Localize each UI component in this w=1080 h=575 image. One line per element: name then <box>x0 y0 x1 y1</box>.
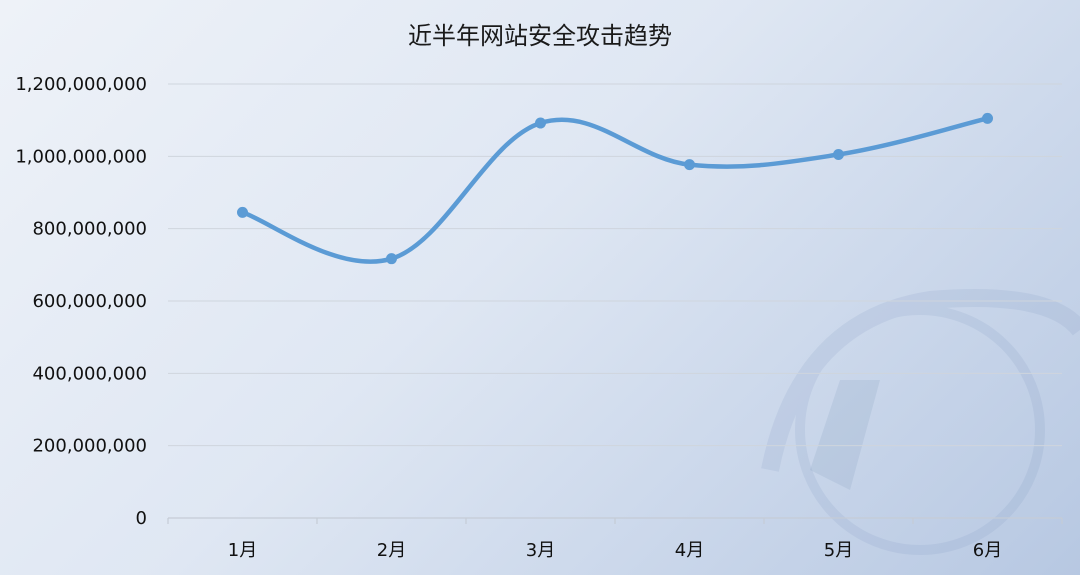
y-tick-label: 0 <box>136 508 147 529</box>
y-tick-label: 400,000,000 <box>32 363 147 384</box>
y-axis-tick-labels: 0 200,000,000 400,000,000 600,000,000 800,00… <box>15 74 147 529</box>
y-tick-label: 1,200,000,000 <box>15 74 147 95</box>
y-tick-label: 200,000,000 <box>32 436 147 457</box>
x-tick-label: 6月 <box>973 540 1002 561</box>
chart-title: 近半年网站安全攻击趋势 <box>408 22 672 50</box>
y-tick-label: 600,000,000 <box>32 291 147 312</box>
x-tick-label: 4月 <box>675 540 704 561</box>
data-point <box>684 159 695 171</box>
y-tick-label: 1,000,000,000 <box>15 146 147 167</box>
data-point <box>833 149 844 161</box>
x-tick-label: 5月 <box>824 540 853 561</box>
x-tick-label: 3月 <box>526 540 555 561</box>
x-tick-label: 1月 <box>228 540 257 561</box>
gridlines <box>167 83 1063 524</box>
data-point <box>386 253 397 265</box>
data-point <box>982 112 993 124</box>
data-point <box>535 117 546 129</box>
x-tick-label: 2月 <box>377 540 406 561</box>
y-tick-label: 800,000,000 <box>32 219 147 240</box>
series-attack-count <box>237 112 993 265</box>
x-axis-tick-labels: 1月 2月 3月 4月 5月 6月 <box>228 540 1002 561</box>
data-point <box>237 206 248 218</box>
series-line <box>240 116 990 264</box>
